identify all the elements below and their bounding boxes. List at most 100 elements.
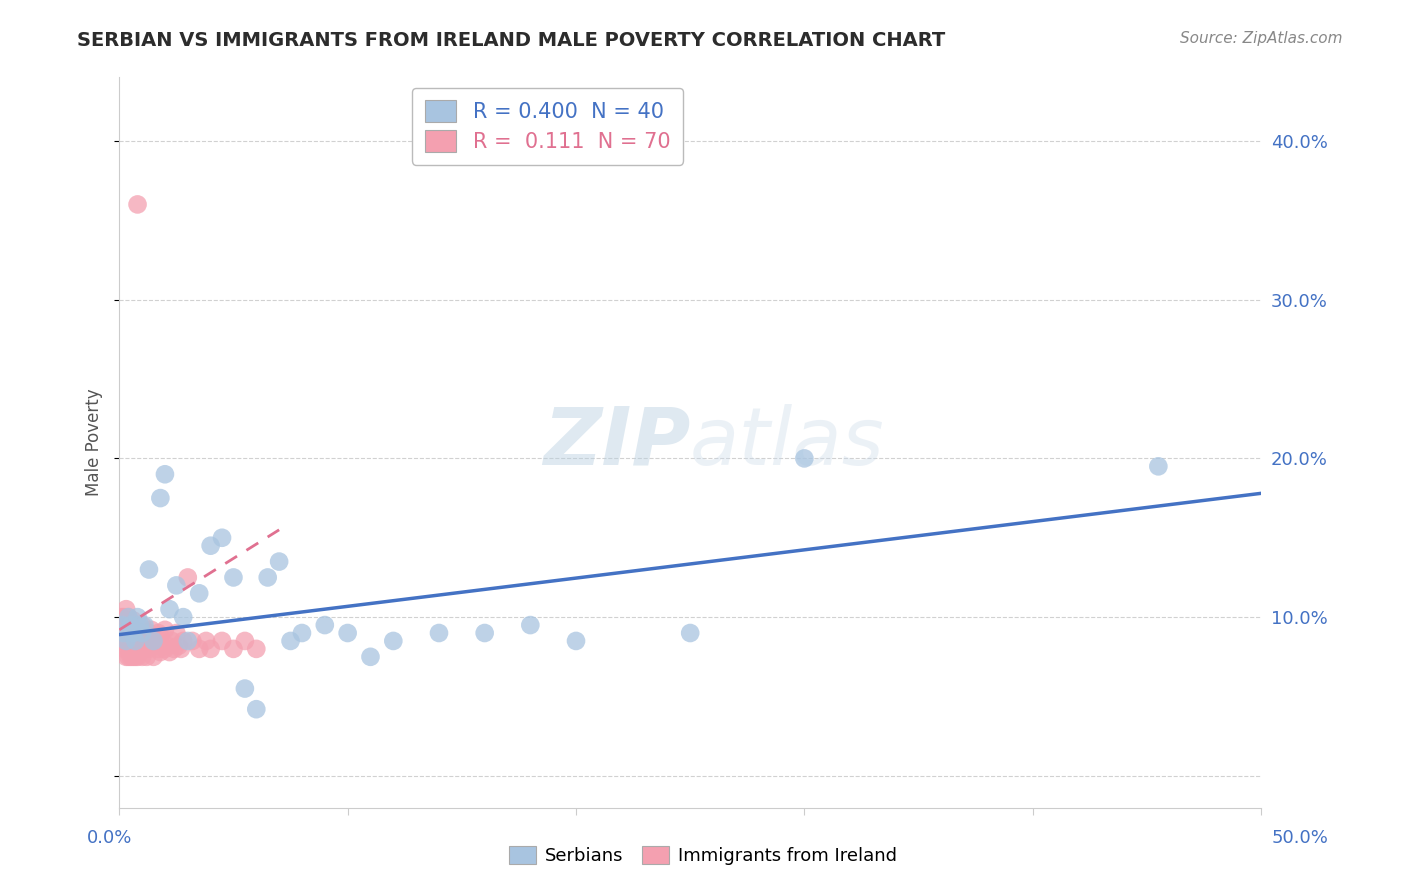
Point	[115, 634, 138, 648]
Point	[120, 618, 142, 632]
Point	[122, 629, 145, 643]
Point	[149, 645, 172, 659]
Point	[117, 610, 139, 624]
Point	[172, 610, 194, 624]
Point	[167, 639, 190, 653]
Point	[124, 639, 146, 653]
Point	[131, 634, 153, 648]
Point	[177, 634, 200, 648]
Point	[256, 570, 278, 584]
Point	[280, 634, 302, 648]
Point	[115, 649, 138, 664]
Point	[360, 649, 382, 664]
Point	[170, 641, 193, 656]
Point	[188, 641, 211, 656]
Point	[160, 634, 183, 648]
Point	[120, 623, 142, 637]
Text: 0.0%: 0.0%	[87, 829, 132, 847]
Text: Source: ZipAtlas.com: Source: ZipAtlas.com	[1180, 31, 1343, 46]
Point	[382, 634, 405, 648]
Point	[181, 634, 204, 648]
Point	[245, 702, 267, 716]
Point	[110, 634, 132, 648]
Point	[127, 634, 149, 648]
Point	[117, 626, 139, 640]
Point	[188, 586, 211, 600]
Point	[128, 618, 150, 632]
Point	[131, 618, 153, 632]
Point	[112, 626, 135, 640]
Point	[145, 639, 167, 653]
Point	[172, 634, 194, 648]
Text: SERBIAN VS IMMIGRANTS FROM IRELAND MALE POVERTY CORRELATION CHART: SERBIAN VS IMMIGRANTS FROM IRELAND MALE …	[77, 31, 946, 50]
Text: 50.0%: 50.0%	[1272, 829, 1329, 847]
Point	[110, 610, 132, 624]
Point	[135, 649, 157, 664]
Point	[153, 623, 176, 637]
Point	[146, 641, 169, 656]
Point	[427, 626, 450, 640]
Point	[245, 641, 267, 656]
Point	[141, 639, 163, 653]
Point	[165, 626, 187, 640]
Point	[142, 634, 165, 648]
Point	[159, 602, 181, 616]
Point	[124, 623, 146, 637]
Point	[120, 649, 142, 664]
Point	[153, 467, 176, 482]
Point	[195, 634, 218, 648]
Point	[336, 626, 359, 640]
Point	[519, 618, 541, 632]
Point	[1147, 459, 1170, 474]
Point	[117, 649, 139, 664]
Point	[122, 613, 145, 627]
Point	[269, 555, 291, 569]
Point	[142, 634, 165, 648]
Point	[474, 626, 496, 640]
Point	[127, 649, 149, 664]
Point	[115, 634, 138, 648]
Point	[128, 641, 150, 656]
Point	[112, 641, 135, 656]
Point	[565, 634, 588, 648]
Point	[159, 645, 181, 659]
Point	[149, 629, 172, 643]
Point	[233, 681, 256, 696]
Point	[128, 626, 150, 640]
Point	[156, 639, 179, 653]
Point	[211, 634, 233, 648]
Point	[131, 649, 153, 664]
Point	[115, 602, 138, 616]
Point	[120, 639, 142, 653]
Point	[131, 626, 153, 640]
Point	[233, 634, 256, 648]
Point	[679, 626, 702, 640]
Point	[134, 641, 156, 656]
Point	[127, 639, 149, 653]
Point	[124, 649, 146, 664]
Y-axis label: Male Poverty: Male Poverty	[86, 389, 103, 496]
Point	[112, 626, 135, 640]
Point	[165, 578, 187, 592]
Point	[117, 610, 139, 624]
Point	[112, 610, 135, 624]
Point	[122, 649, 145, 664]
Point	[127, 197, 149, 211]
Point	[135, 634, 157, 648]
Point	[153, 641, 176, 656]
Point	[146, 626, 169, 640]
Text: atlas: atlas	[690, 403, 884, 482]
Text: ZIP: ZIP	[543, 403, 690, 482]
Point	[127, 610, 149, 624]
Point	[177, 570, 200, 584]
Point	[124, 634, 146, 648]
Point	[163, 641, 186, 656]
Point	[110, 626, 132, 640]
Point	[152, 639, 174, 653]
Point	[222, 570, 245, 584]
Point	[120, 639, 142, 653]
Point	[134, 626, 156, 640]
Legend: Serbians, Immigrants from Ireland: Serbians, Immigrants from Ireland	[502, 839, 904, 872]
Point	[122, 645, 145, 659]
Point	[110, 618, 132, 632]
